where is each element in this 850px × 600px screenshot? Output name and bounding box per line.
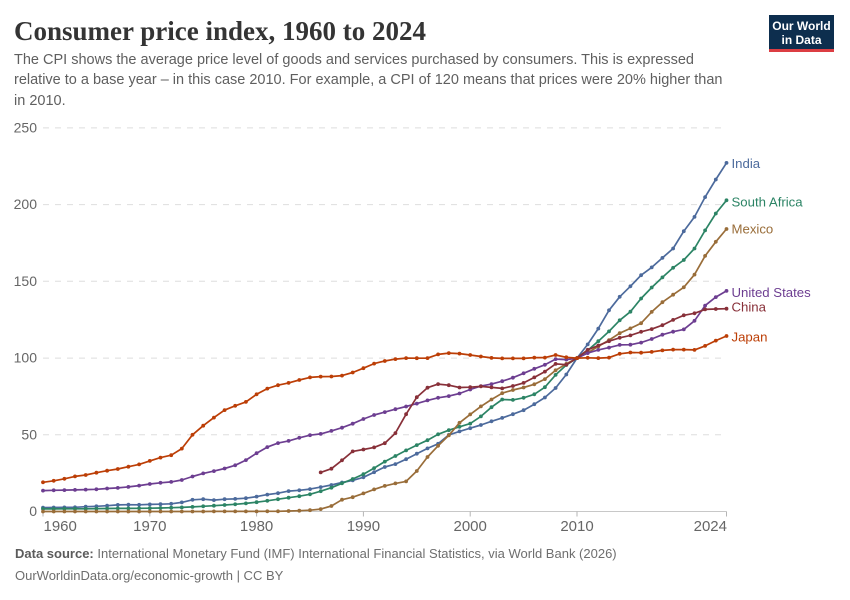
svg-text:0: 0	[29, 503, 37, 519]
svg-text:Japan: Japan	[732, 329, 768, 344]
svg-text:1960: 1960	[44, 518, 77, 535]
svg-text:1990: 1990	[347, 518, 380, 535]
svg-text:200: 200	[14, 196, 38, 212]
svg-text:2010: 2010	[560, 518, 593, 535]
svg-text:Mexico: Mexico	[732, 222, 774, 237]
svg-text:2024: 2024	[694, 518, 727, 535]
svg-text:1970: 1970	[133, 518, 166, 535]
svg-text:China: China	[732, 300, 767, 315]
svg-text:100: 100	[14, 350, 38, 366]
svg-text:1980: 1980	[240, 518, 273, 535]
svg-text:50: 50	[21, 426, 37, 442]
svg-text:2000: 2000	[454, 518, 487, 535]
svg-text:250: 250	[14, 119, 38, 135]
svg-text:United States: United States	[732, 285, 812, 300]
svg-text:150: 150	[14, 273, 38, 289]
svg-text:India: India	[732, 156, 761, 171]
svg-text:South Africa: South Africa	[732, 195, 804, 210]
